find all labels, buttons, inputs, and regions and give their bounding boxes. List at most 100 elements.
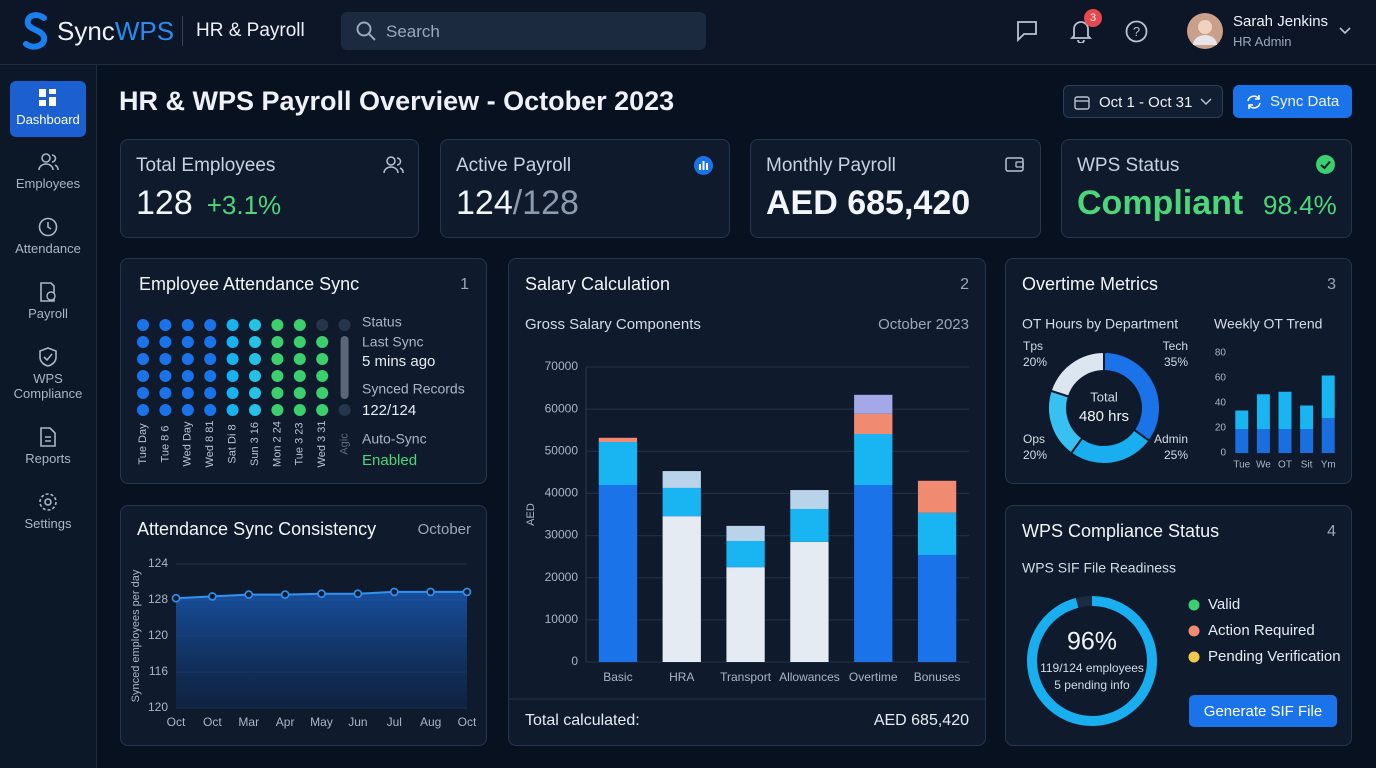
chart-subtitle: OT Hours by Department (1022, 316, 1178, 332)
x-tick-label: We (1256, 460, 1271, 471)
card-badge: 1 (460, 276, 469, 293)
x-tick-label: OT (1278, 460, 1292, 471)
nav-item[interactable]: Dashboard (10, 88, 86, 127)
user-menu-chevron[interactable] (1338, 26, 1352, 36)
x-tick-label: Aug (420, 715, 441, 729)
attendance-dot (137, 353, 149, 365)
line-chart: Attendance Sync Consistency October 124 1… (130, 519, 477, 729)
bar-segment (917, 554, 957, 662)
line-point (353, 589, 363, 598)
bar-segment (1278, 429, 1292, 453)
bar-segment (726, 525, 765, 542)
column-label: Tue 8 6 (159, 426, 171, 463)
search-placeholder: Search (386, 22, 440, 41)
calendar-icon (1074, 96, 1090, 110)
bar-segment (598, 442, 638, 485)
card-title: Salary Calculation (525, 274, 670, 294)
kpi-card (1061, 139, 1352, 238)
kpi-card (120, 139, 419, 238)
chart-subtitle: WPS SIF File Readiness (1022, 560, 1176, 576)
help-icon[interactable]: ? (1125, 20, 1148, 43)
attendance-dot (271, 319, 284, 331)
x-tick-label: Bonuses (914, 670, 961, 684)
nav-item[interactable]: Employees (10, 152, 86, 191)
bar-segment (1256, 394, 1270, 430)
nav-item[interactable]: WPS Compliance (10, 347, 86, 401)
y-tick-label: 120 (148, 700, 168, 714)
y-tick-label: 70000 (545, 359, 579, 373)
messages-icon[interactable] (1016, 20, 1038, 42)
chart-subtitle: Gross Salary Components (525, 316, 701, 333)
nav-item[interactable]: Reports (10, 427, 86, 466)
segment-label: Tps (1023, 339, 1043, 353)
nav-item[interactable]: Settings (10, 492, 86, 531)
legend-dot (1188, 651, 1200, 663)
line-point (389, 587, 399, 597)
column-label: Mon 2 24 (271, 421, 283, 467)
y-tick-label: 50000 (545, 443, 579, 457)
x-tick-label: Ym (1321, 460, 1336, 471)
y-tick-label: 40 (1215, 398, 1227, 409)
kpi-value-row: 124/128 (456, 186, 579, 220)
attendance-dot (159, 387, 172, 399)
attendance-dot (204, 353, 217, 365)
attendance-dot (249, 404, 261, 416)
attendance-dot (181, 404, 194, 416)
chart-card: Attendance Sync Consistency October 124 1… (120, 505, 487, 746)
records: 122/124 (362, 402, 416, 419)
notifications-icon[interactable] (1070, 19, 1092, 43)
sync-button[interactable]: Sync Data (1233, 85, 1352, 118)
y-tick-label: 60 (1215, 373, 1227, 384)
bar-segment (790, 541, 829, 662)
bar-segment (917, 512, 957, 555)
divider (182, 16, 183, 46)
y-tick-label: 0 (1220, 448, 1226, 459)
card-title: Employee Attendance Sync (139, 274, 359, 294)
kpi-icon (694, 156, 713, 175)
column-label: Wed 8 81 (204, 421, 216, 468)
card-title: WPS Compliance Status (1022, 521, 1219, 541)
chart-card: WPS Compliance Status 4 WPS SIF File Rea… (1005, 505, 1352, 746)
x-tick-label: May (310, 715, 333, 729)
nav-item[interactable]: Attendance (10, 217, 86, 256)
attendance-dot (204, 387, 217, 399)
bar-segment (790, 490, 829, 510)
line-area (176, 591, 467, 708)
date-picker[interactable]: Oct 1 - Oct 31 (1063, 85, 1223, 118)
bar-segment (917, 480, 957, 513)
bar-segment (854, 434, 893, 485)
bar-segment (1235, 410, 1249, 430)
donut-segment (1049, 350, 1105, 398)
attendance-dot (181, 319, 194, 331)
segment-value: 35% (1164, 355, 1188, 369)
column-label: Tue Day (137, 423, 149, 465)
column-label: Sat Di 8 (227, 424, 239, 463)
search-box[interactable]: Search (341, 12, 706, 50)
attendance-dot (226, 353, 239, 365)
y-tick-label: 120 (148, 628, 168, 642)
x-tick-label: Overtime (849, 670, 898, 684)
nav-item[interactable]: Payroll (10, 282, 86, 321)
generate-button[interactable]: Generate SIF File (1189, 695, 1337, 727)
nav-icon (40, 282, 56, 302)
x-tick-label: Sit (1301, 460, 1313, 471)
attendance-dot (293, 370, 306, 382)
attendance-dot (159, 404, 172, 416)
line-point (426, 587, 435, 597)
attendance-dot (159, 319, 172, 331)
card-subtitle: October (418, 521, 471, 538)
donut-center-value: 480 hrs (1079, 408, 1129, 425)
x-tick-label: Oct (203, 715, 222, 729)
legend-label: Action Required (1208, 622, 1315, 639)
attendance-dot (226, 370, 239, 382)
kpi-label: WPS Status (1077, 155, 1180, 176)
gauge-chart: WPS Compliance Status 4 WPS SIF File Rea… (1022, 521, 1341, 727)
auto-sync-label: Auto-Sync (362, 431, 427, 447)
avatar[interactable] (1187, 13, 1223, 49)
legend-label: Pending Verification (1208, 648, 1341, 665)
attendance-dot (204, 404, 217, 416)
y-axis-label: AED (525, 503, 537, 526)
logo-icon (23, 12, 48, 50)
legend-dot (1188, 599, 1200, 611)
attendance-dot (293, 336, 306, 348)
